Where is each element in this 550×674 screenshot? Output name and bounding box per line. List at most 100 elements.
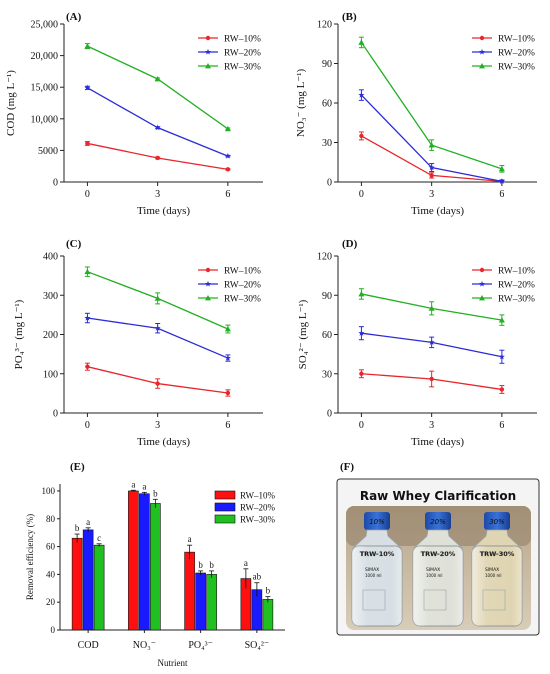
legend-marker — [205, 35, 211, 41]
data-point — [358, 91, 365, 98]
series-2: RW–20% — [358, 49, 535, 184]
legend-marker — [479, 35, 485, 41]
glass-highlight — [352, 546, 402, 626]
x-axis-label: Time (days) — [411, 436, 464, 448]
category-label: COD — [78, 640, 99, 651]
x-tick-label: 0 — [85, 189, 90, 200]
significance-letter: b — [153, 488, 158, 498]
axes: 0 30 60 90 120 0 3 6 Time (days) SO₄²⁻ (mg L⁻¹) — [297, 252, 537, 448]
y-tick-label: 10,000 — [31, 114, 59, 125]
data-point — [84, 314, 91, 321]
x-tick-label: 0 — [85, 420, 90, 431]
bottle-label: TRW-20% — [421, 550, 456, 558]
y-tick-label: 90 — [322, 59, 332, 70]
y-tick-label: 60 — [322, 99, 332, 110]
bar — [195, 572, 206, 631]
data-point — [499, 387, 505, 392]
legend-swatch — [214, 514, 236, 524]
legend-label: RW–10% — [498, 267, 535, 277]
bar — [71, 537, 83, 631]
bottle-label: TRW-30% — [480, 550, 515, 558]
x-tick-label: 3 — [429, 189, 434, 200]
panel-b: (B) 0 30 60 90 120 0 3 6 Time (days) NO₃⁻ (mg L⁻¹… — [295, 11, 537, 217]
data-point — [358, 329, 365, 336]
axes: 0 100 200 300 400 0 3 6 Time (days) PO₄³⁻ (mg L⁻¹… — [13, 252, 263, 448]
legend-marker — [205, 295, 211, 301]
data-point — [84, 84, 91, 91]
y-axis-label: NO₃⁻ (mg L⁻¹) — [295, 69, 307, 138]
legend-swatch — [214, 490, 236, 500]
bottle-marking-box — [423, 589, 447, 611]
y-tick-label: 15,000 — [31, 83, 59, 94]
bottle-marking-box — [362, 589, 386, 611]
legend-marker — [205, 267, 211, 273]
data-point — [358, 39, 365, 45]
data-point — [428, 339, 435, 345]
data-point — [224, 354, 231, 361]
series-3: RW–30% — [84, 43, 261, 132]
category-label: NO₃⁻ — [133, 640, 156, 651]
significance-letter: a — [142, 481, 146, 491]
data-point — [84, 43, 91, 49]
y-tick-label: 0 — [327, 178, 332, 189]
legend-label: RW–30% — [240, 515, 276, 525]
significance-letter: a — [86, 517, 90, 527]
significance-letter: a — [244, 558, 248, 568]
data-point — [498, 317, 505, 323]
y-tick-label: 400 — [43, 252, 58, 263]
x-axis-label: Nutrient — [158, 658, 188, 668]
significance-letter: a — [131, 479, 135, 489]
x-tick-label: 0 — [359, 189, 364, 200]
data-point — [359, 371, 364, 376]
x-tick-label: 6 — [499, 189, 504, 200]
series-1: RW–10% — [84, 267, 261, 397]
category-label: SO₄²⁻ — [245, 640, 270, 651]
x-axis-label: Time (days) — [411, 205, 464, 217]
bottle-label: TRW-10% — [360, 550, 395, 558]
series-2: RW–20% — [84, 49, 261, 159]
data-point — [84, 268, 91, 275]
data-point — [154, 75, 161, 82]
bottle-volume: 1000 ml — [426, 573, 442, 578]
y-tick-label: 100 — [43, 369, 58, 380]
series-2: RW–20% — [84, 281, 261, 362]
legend-swatch — [214, 502, 236, 512]
y-tick-label: 0 — [327, 409, 332, 420]
y-tick-label: 20,000 — [31, 51, 59, 62]
panel-label-b: (B) — [342, 11, 357, 23]
legend-label: RW–10% — [240, 491, 276, 501]
panel-a: (A) 0 5000 10,000 15,000 20,000 25,000 0 3 6 Time… — [5, 11, 263, 217]
bar — [262, 599, 274, 631]
data-point — [154, 124, 161, 131]
x-axis-label: Time (days) — [137, 205, 190, 217]
legend-label: RW–30% — [224, 295, 261, 305]
y-tick-label: 200 — [43, 330, 58, 341]
panel-label-d: (D) — [342, 238, 358, 250]
significance-letter: c — [97, 533, 101, 543]
bottle-volume: 1000 ml — [365, 573, 381, 578]
cap-text: 20% — [430, 518, 446, 526]
y-tick-label: 90 — [322, 291, 332, 302]
y-tick-label: 20 — [46, 597, 56, 607]
x-tick-label: 3 — [155, 420, 160, 431]
legend-entry: RW–20% — [214, 502, 276, 513]
legend-label: RW–10% — [498, 35, 535, 45]
panel-label-e: (E) — [70, 461, 85, 473]
x-tick-label: 0 — [359, 420, 364, 431]
y-tick-label: 0 — [53, 409, 58, 420]
y-tick-label: 40 — [46, 569, 56, 579]
legend-marker — [478, 280, 486, 287]
data-point — [224, 125, 231, 132]
y-tick-label: 5000 — [38, 146, 58, 157]
y-tick-label: 0 — [51, 625, 56, 635]
x-tick-label: 3 — [155, 189, 160, 200]
y-tick-label: 25,000 — [31, 20, 59, 31]
x-tick-label: 3 — [429, 420, 434, 431]
legend-label: RW–20% — [498, 281, 535, 291]
panel-label-f: (F) — [340, 461, 354, 473]
bottle-brand: SIMAX — [426, 567, 440, 573]
